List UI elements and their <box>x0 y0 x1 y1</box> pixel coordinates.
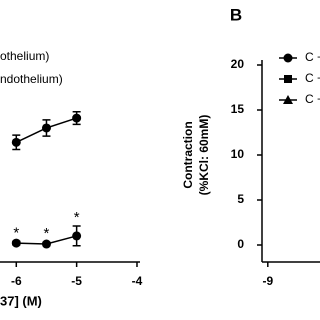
marker <box>283 95 293 104</box>
legend-label: C + <box>305 50 320 64</box>
panel-title: B <box>230 5 242 24</box>
legend-label: C + <box>305 71 320 85</box>
y-tick-label: 5 <box>237 192 244 206</box>
marker <box>11 137 21 147</box>
x-tick-label: -6 <box>11 274 22 288</box>
y-tick-label: 0 <box>237 237 244 251</box>
significance-mark: * <box>44 225 50 242</box>
marker <box>283 53 293 63</box>
marker <box>11 238 21 248</box>
y-tick-label: 20 <box>231 57 245 71</box>
marker <box>72 231 82 241</box>
marker <box>41 123 51 133</box>
marker <box>41 239 51 249</box>
x-tick-label: -9 <box>262 274 273 288</box>
marker <box>284 75 292 83</box>
significance-mark: * <box>74 209 80 226</box>
x-tick-label: -4 <box>132 274 143 288</box>
y-tick-label: 15 <box>231 102 245 116</box>
x-axis-label: 37] (M) <box>0 293 42 308</box>
y-tick-label: 10 <box>231 147 245 161</box>
legend-label: ndothelium) <box>0 72 63 86</box>
y-axis-label: Contraction <box>181 121 195 188</box>
significance-mark: * <box>13 224 19 241</box>
legend-label: C + <box>305 92 320 106</box>
marker <box>72 113 82 123</box>
legend-label: othelium) <box>0 49 49 63</box>
x-tick-label: -5 <box>71 274 82 288</box>
y-axis-label: (%KCl: 60mM) <box>197 115 211 196</box>
